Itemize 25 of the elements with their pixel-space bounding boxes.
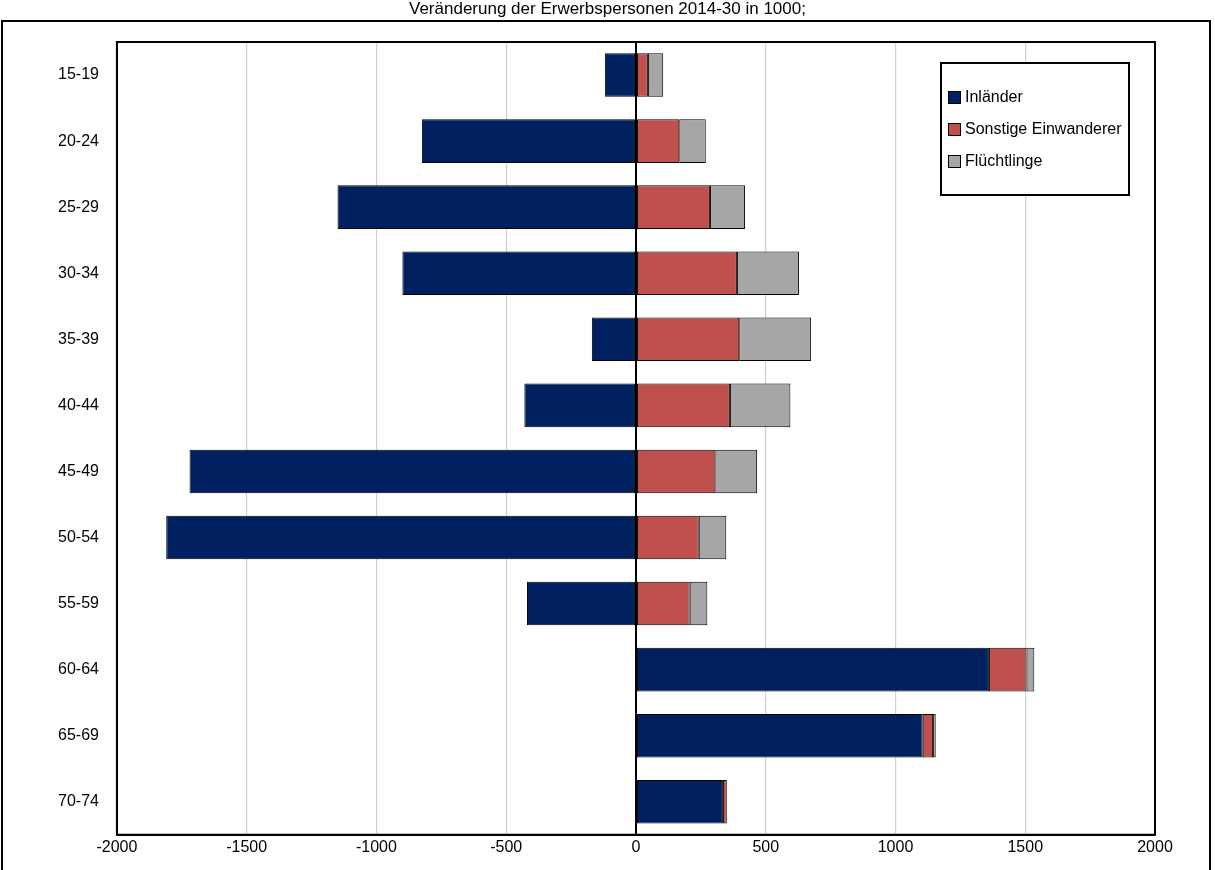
x-tick-label: 500 [752, 837, 780, 855]
y-tick-label: 70-74 [58, 792, 100, 810]
y-tick-label: 50-54 [58, 527, 100, 545]
x-tick-label: -1500 [226, 837, 268, 855]
legend-label: Sonstige Einwanderer [965, 120, 1122, 138]
y-tick-label: 15-19 [58, 65, 100, 83]
legend-label: Inländer [965, 88, 1023, 106]
y-tick-label: 60-64 [58, 660, 100, 678]
x-tick-label: 2000 [1137, 837, 1173, 855]
chart-title: Veränderung der Erwerbspersonen 2014-30 in 1000; [408, 0, 807, 18]
y-tick-label: 25-29 [58, 197, 100, 215]
x-tick-label: 1500 [1007, 837, 1044, 855]
y-tick-label: 55-59 [58, 593, 100, 611]
y-tick-label: 65-69 [58, 726, 100, 744]
x-tick-label: -500 [490, 837, 523, 855]
x-tick-label: -2000 [96, 837, 138, 855]
legend-label: Flüchtlinge [965, 152, 1043, 170]
x-tick-label: 0 [631, 837, 641, 855]
x-tick-label: 1000 [877, 837, 914, 855]
x-tick-label: -1000 [355, 837, 397, 855]
y-tick-label: 35-39 [58, 329, 100, 347]
y-tick-label: 45-49 [58, 461, 100, 479]
y-tick-label: 20-24 [58, 131, 100, 149]
y-tick-label: 30-34 [58, 263, 100, 281]
y-tick-label: 40-44 [58, 395, 100, 413]
